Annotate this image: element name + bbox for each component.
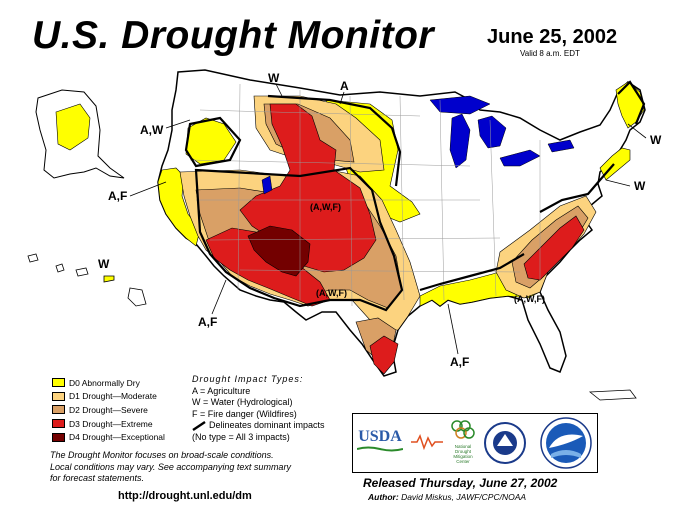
label-w-north: W [268,71,280,85]
impact-types: Drought Impact Types: A = Agriculture W … [192,374,325,443]
website-url[interactable]: http://drought.unl.edu/dm [118,490,252,502]
d3-southeast [523,215,585,281]
label-w-maine: W [650,133,662,147]
valid-time: Valid 8 a.m. EDT [520,49,580,58]
unl-seal-icon [484,422,526,464]
drought-squiggle-icon [411,434,443,450]
d4-four-corners [247,225,311,277]
author-label: Author: [368,492,399,502]
legend-d2: D2 Drought—Severe [52,403,165,417]
released-date: Released Thursday, June 27, 2002 [363,476,558,490]
legend-label-d1: D1 Drought—Moderate [69,391,157,402]
usda-underline-icon [357,446,403,452]
noaa-logo-icon [540,417,592,469]
legend-d4: D4 Drought—Exceptional [52,430,165,444]
puerto-rico [588,389,637,401]
label-w-hawaii: W [98,257,110,271]
label-aw-northwest: A,W [140,123,164,137]
agency-logos: USDA National Drought Mitigation Center [352,413,598,473]
impact-delineation-lines [184,80,646,312]
delineation-line-icon [192,420,206,431]
label-w-midatlantic: W [634,179,646,193]
label-af-southwest: A,F [198,315,217,329]
impact-notype: (No type = All 3 impacts) [192,431,290,442]
state-lines [189,83,541,307]
legend-d0: D0 Abnormally Dry [52,376,165,390]
label-af-west: A,F [108,189,127,203]
map-labels: W A A,W A,F W A,F (A,W,F) (A,W,F) (A,W,F… [98,71,662,369]
label-awf-south: (A,W,F) [316,288,347,298]
legend: D0 Abnormally Dry D1 Drought—Moderate D2… [52,376,165,444]
author-name: David Miskus, JAWF/CPC/NOAA [401,492,527,502]
impact-delineates-label: Delineates dominant impacts [209,420,325,430]
legend-swatch-d3 [52,419,65,429]
ndmc-logo-icon [451,420,475,439]
label-af-gulf: A,F [450,355,469,369]
legend-label-d4: D4 Drought—Exceptional [69,432,165,443]
great-lakes [261,95,575,195]
note-line-1: The Drought Monitor focuses on broad-sca… [50,450,274,460]
legend-swatch-d0 [52,378,65,388]
alaska-d0 [55,103,91,151]
label-awf-southeast: (A,W,F) [514,294,545,304]
ndmc-logo-text: National Drought Mitigation Center [453,444,473,464]
legend-d3: D3 Drought—Extreme [52,417,165,431]
impact-heading: Drought Impact Types: [192,374,304,384]
map-date: June 25, 2002 [487,26,618,48]
page-title: U.S. Drought Monitor [32,14,435,57]
legend-swatch-d4 [52,432,65,442]
impact-w: W = Water (Hydrological) [192,397,293,407]
legend-label-d2: D2 Drought—Severe [69,404,148,415]
label-a-north: A [340,79,349,93]
legend-swatch-d1 [52,391,65,401]
legend-label-d3: D3 Drought—Extreme [69,418,153,429]
legend-label-d0: D0 Abnormally Dry [69,377,140,388]
hawaii [27,253,147,307]
impact-delineates: Delineates dominant impacts [192,420,325,432]
usda-logo-text: USDA [358,428,402,445]
usda-logo: USDA [357,428,403,452]
note-line-3: for forecast statements. [50,473,145,483]
impact-f: F = Fire danger (Wildfires) [192,408,297,419]
d3-texas [369,335,399,375]
legend-d1: D1 Drought—Moderate [52,390,165,404]
author-line: Author: David Miskus, JAWF/CPC/NOAA [368,492,526,502]
label-awf-center: (A,W,F) [310,202,341,212]
note-line-2: Local conditions may vary. See accompany… [50,461,291,472]
conditions-note: The Drought Monitor focuses on broad-sca… [50,450,291,485]
legend-swatch-d2 [52,405,65,415]
impact-a: A = Agriculture [192,385,251,396]
